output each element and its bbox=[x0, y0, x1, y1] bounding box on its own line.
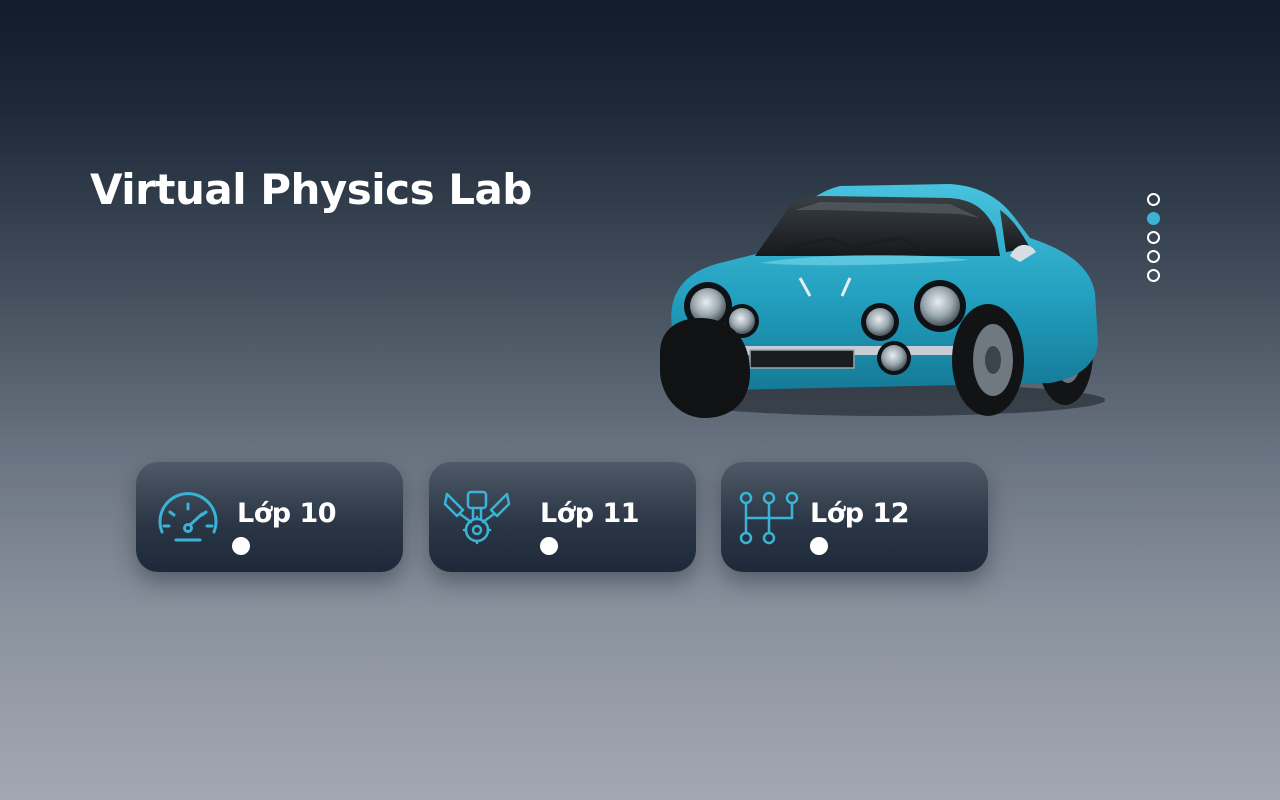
page-title: Virtual Physics Lab bbox=[90, 165, 532, 214]
grade-card-12[interactable]: Lớp 12 bbox=[721, 462, 988, 572]
grade-indicator-dot bbox=[810, 537, 828, 555]
carousel-dot-5[interactable] bbox=[1146, 269, 1160, 282]
hero-car-image bbox=[650, 178, 1115, 428]
grade-indicator-dot bbox=[232, 537, 250, 555]
speedometer-icon bbox=[154, 490, 222, 546]
carousel-dot-4[interactable] bbox=[1146, 250, 1160, 263]
carousel-dot-1[interactable] bbox=[1146, 193, 1160, 206]
grade-label-11: Lớp 11 bbox=[540, 498, 640, 529]
grade-label-12: Lớp 12 bbox=[810, 498, 910, 529]
grade-indicator-dot bbox=[540, 537, 558, 555]
grade-card-10[interactable]: Lớp 10 bbox=[136, 462, 403, 572]
carousel-pagination bbox=[1145, 193, 1161, 282]
grade-label-10: Lớp 10 bbox=[237, 498, 337, 529]
carousel-dot-2-active[interactable] bbox=[1146, 212, 1160, 225]
grade-card-11[interactable]: Lớp 11 bbox=[429, 462, 696, 572]
gear-shift-icon bbox=[735, 490, 803, 546]
carousel-dot-3[interactable] bbox=[1146, 231, 1160, 244]
engine-piston-icon bbox=[443, 490, 511, 546]
